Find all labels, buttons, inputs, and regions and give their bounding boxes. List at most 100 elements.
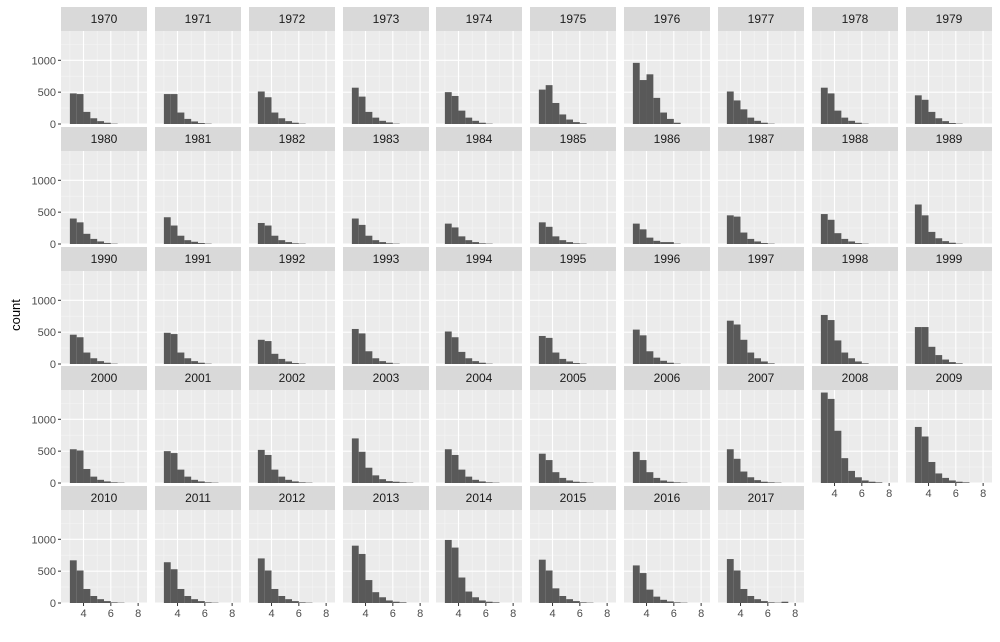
facet-strip	[436, 366, 522, 390]
histogram-bar	[827, 219, 835, 244]
histogram-bar	[667, 481, 674, 483]
x-tick-label: 4	[174, 608, 180, 620]
histogram-bar	[264, 454, 272, 483]
histogram-bar	[855, 122, 862, 124]
facet-label: 1985	[560, 132, 587, 146]
histogram-bar	[104, 601, 111, 603]
facet-panel: 1973	[343, 7, 429, 125]
histogram-bar	[83, 111, 91, 124]
facet-panel: 1989	[906, 127, 992, 245]
histogram-bar	[639, 573, 647, 603]
facet-label: 1994	[466, 252, 493, 266]
facet-panel: 1981	[155, 127, 241, 245]
facet-strip	[906, 127, 992, 151]
histogram-bar	[204, 482, 212, 483]
histogram-bar	[861, 363, 869, 364]
histogram-bar	[163, 217, 171, 244]
histogram-bar	[942, 241, 949, 244]
histogram-bar	[451, 337, 459, 364]
histogram-bar	[163, 451, 171, 483]
facet-panel: 1988	[812, 127, 898, 245]
histogram-bar	[841, 352, 849, 364]
histogram-bar	[660, 242, 667, 244]
x-tick-label: 4	[831, 488, 837, 500]
histogram-bar	[69, 560, 77, 603]
histogram-bar	[379, 361, 386, 364]
x-tick-label: 8	[604, 608, 610, 620]
y-tick-label: 0	[50, 598, 56, 610]
histogram-bar	[386, 243, 393, 244]
facet-label: 1990	[91, 252, 118, 266]
x-tick-label: 8	[792, 608, 798, 620]
histogram-bar	[841, 458, 849, 483]
histogram-bar	[761, 243, 768, 244]
facet-label: 1971	[185, 12, 212, 26]
x-tick-label: 8	[510, 608, 516, 620]
histogram-bar	[667, 118, 674, 124]
histogram-bar	[83, 233, 91, 244]
histogram-bar	[733, 324, 741, 364]
facet-panel: 2001	[155, 366, 241, 484]
facet-label: 2015	[560, 491, 587, 505]
histogram-bar	[278, 358, 286, 364]
histogram-bar	[639, 335, 647, 364]
histogram-bar	[90, 476, 98, 483]
histogram-bar	[351, 438, 359, 483]
y-tick-label: 1000	[32, 534, 56, 546]
histogram-bar	[379, 120, 386, 124]
histogram-bar	[733, 458, 741, 483]
facet-strip	[812, 7, 898, 31]
facet-label: 1991	[185, 252, 212, 266]
facet-strip	[530, 7, 616, 31]
histogram-bar	[942, 477, 949, 483]
histogram-bar	[949, 123, 956, 124]
facet-strip	[530, 486, 616, 510]
histogram-bar	[667, 601, 674, 603]
facet-strip	[249, 7, 335, 31]
histogram-bar	[761, 601, 768, 603]
histogram-bar	[573, 122, 580, 124]
facet-panel: 1994	[436, 247, 522, 365]
histogram-bar	[573, 601, 580, 603]
histogram-bar	[848, 358, 855, 364]
facet-label: 1980	[91, 132, 118, 146]
facet-strip	[436, 247, 522, 271]
facet-panel: 1992	[249, 247, 335, 365]
histogram-bar	[653, 477, 661, 483]
facet-strip	[61, 127, 147, 151]
histogram-bar	[660, 112, 667, 124]
x-tick-label: 6	[108, 608, 114, 620]
facet-panel: 2010 0 500 1000 4 6 8	[32, 486, 147, 620]
histogram-bar	[257, 339, 265, 364]
facet-panel: 1971	[155, 7, 241, 125]
facet-label: 2006	[654, 371, 681, 385]
facet-panel: 2016 4 6 8	[624, 486, 710, 620]
histogram-bar	[170, 225, 178, 244]
histogram-bar	[928, 231, 936, 244]
histogram-bar	[386, 362, 393, 364]
facet-strip	[718, 247, 804, 271]
histogram-bar	[472, 479, 479, 483]
histogram-bar	[754, 480, 761, 483]
facet-label: 2003	[373, 371, 400, 385]
facet-panel: 1987	[718, 127, 804, 245]
histogram-bar	[257, 449, 265, 483]
histogram-bar	[264, 225, 272, 244]
facet-panel: 2009 4 6 8	[906, 366, 992, 500]
facet-panel: 2005	[530, 366, 616, 484]
facet-label: 1982	[279, 132, 306, 146]
x-tick-label: 6	[390, 608, 396, 620]
histogram-bar	[465, 117, 473, 124]
histogram-bar	[545, 337, 553, 364]
histogram-bar	[726, 215, 734, 244]
histogram-bar	[278, 595, 286, 603]
histogram-bar	[278, 240, 286, 244]
facet-label: 1997	[748, 252, 775, 266]
facet-label: 1977	[748, 12, 775, 26]
facet-panel: 2008 4 6 8	[812, 366, 898, 500]
histogram-bar	[921, 99, 929, 124]
x-tick-label: 4	[455, 608, 461, 620]
histogram-bar	[949, 480, 956, 483]
histogram-bar	[479, 481, 486, 483]
facet-label: 2014	[466, 491, 493, 505]
